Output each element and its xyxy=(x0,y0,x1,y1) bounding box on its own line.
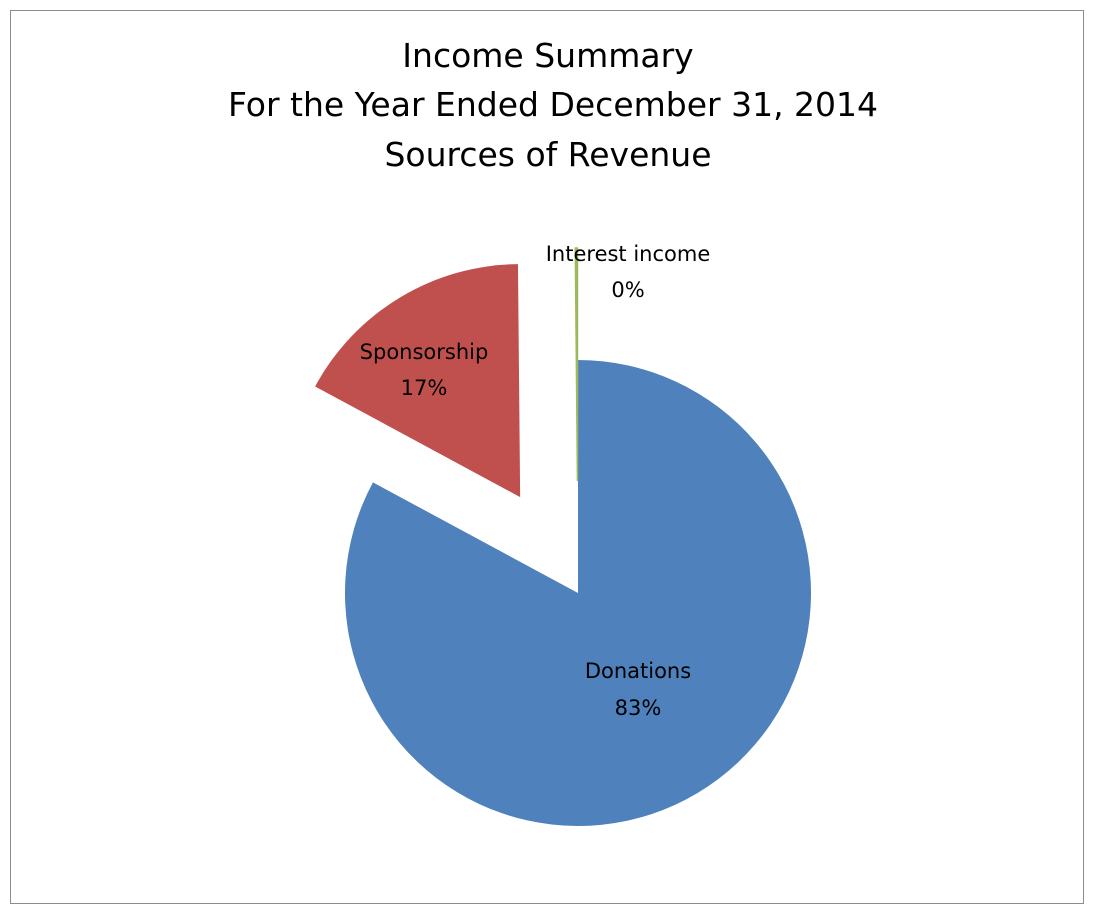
data-label-name-donations: Donations xyxy=(585,659,691,683)
data-labels: Donations 83% Sponsorship 17% Interest incom… xyxy=(360,242,711,720)
data-label-name-interest-income: Interest income xyxy=(546,242,711,266)
chart-title-line-2: For the Year Ended December 31, 2014 xyxy=(228,85,878,124)
data-label-name-sponsorship: Sponsorship xyxy=(360,340,489,364)
chart-title-line-3: Sources of Revenue xyxy=(384,135,711,174)
pie-slice-interest-income xyxy=(574,247,579,482)
data-label-percent-interest-income: 0% xyxy=(611,278,644,302)
pie-slice-donations xyxy=(344,360,811,826)
data-label-percent-donations: 83% xyxy=(615,696,662,720)
pie-slices xyxy=(315,247,811,826)
pie-slice-sponsorship xyxy=(315,264,521,498)
data-label-percent-sponsorship: 17% xyxy=(401,376,448,400)
chart-title-line-1: Income Summary xyxy=(402,36,693,75)
chart-title: Income Summary For the Year Ended Decemb… xyxy=(228,36,878,174)
